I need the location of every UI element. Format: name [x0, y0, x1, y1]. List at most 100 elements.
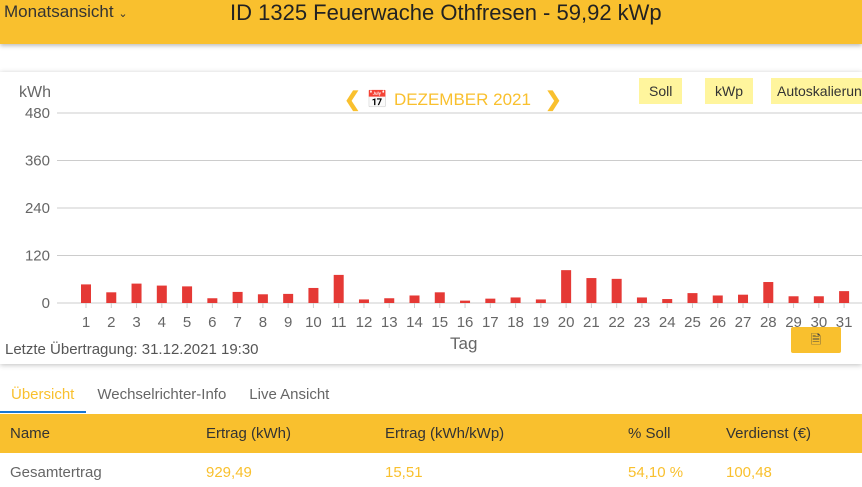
bar — [257, 294, 268, 303]
bar-chart: 0 120 240 360 480 1 2 3 4 5 6 7 8 9 10 11 12 13 14 15 16 17 18… — [25, 105, 862, 331]
bar — [611, 278, 622, 303]
tab-live-ansicht[interactable]: Live Ansicht — [249, 386, 330, 403]
bar — [687, 293, 698, 303]
x-tick-label: 5 — [183, 314, 191, 331]
bar — [207, 298, 218, 303]
x-tick-label: 31 — [836, 314, 853, 331]
x-tick-label: 26 — [709, 314, 726, 331]
bar — [839, 291, 850, 303]
calendar-icon[interactable]: 📅 — [366, 89, 388, 109]
bar — [81, 284, 91, 303]
view-select-label: Monatsansicht — [4, 2, 114, 21]
bar — [460, 300, 471, 303]
bar — [738, 294, 749, 303]
bar — [662, 299, 673, 303]
x-tick-label: 1 — [82, 314, 90, 331]
x-tick-label: 3 — [132, 314, 140, 331]
last-transfer: Letzte Übertragung: 31.12.2021 19:30 — [5, 341, 259, 358]
bar — [561, 270, 572, 303]
export-button[interactable]: 🗎 — [791, 327, 841, 353]
x-tick-label: 11 — [331, 314, 347, 331]
y-tick-label: 480 — [25, 105, 50, 122]
x-tick-label: 19 — [533, 314, 550, 331]
table-header: Name Ertrag (kWh) Ertrag (kWh/kWp) % Sol… — [0, 414, 862, 453]
x-tick-label: 28 — [760, 314, 777, 331]
x-tick-label: 14 — [406, 314, 423, 331]
bar — [409, 295, 420, 303]
cell-ertrag: 929,49 — [206, 464, 252, 481]
table-row: Gesamtertrag 929,49 15,51 54,10 % 100,48 — [0, 453, 862, 487]
tab-wechselrichter-info[interactable]: Wechselrichter-Info — [97, 386, 227, 403]
bar — [763, 282, 774, 303]
soll-button[interactable]: Soll — [639, 78, 683, 104]
y-tick-label: 240 — [25, 200, 50, 217]
bar — [636, 297, 647, 303]
bar — [813, 296, 824, 303]
y-axis-unit: kWh — [19, 84, 51, 101]
x-tick-label: 16 — [457, 314, 474, 331]
cell-soll: 54,10 % — [628, 464, 684, 481]
tab-uebersicht[interactable]: Übersicht — [0, 380, 87, 413]
bar — [283, 293, 294, 303]
x-tick-label: 4 — [158, 314, 166, 331]
x-tick-label: 8 — [259, 314, 267, 331]
chart-card — [0, 72, 862, 364]
x-tick-label: 27 — [735, 314, 752, 331]
bar — [156, 285, 167, 303]
bar — [333, 274, 344, 303]
col-ertrag-kwp: Ertrag (kWh/kWp) — [385, 425, 505, 442]
bar — [131, 283, 142, 303]
x-tick-label: 30 — [810, 314, 827, 331]
x-tick-label: 6 — [208, 314, 216, 331]
bar — [232, 291, 243, 303]
autoscale-button[interactable]: Autoskalierung — [771, 78, 862, 104]
bar — [182, 286, 193, 303]
x-tick-label: 17 — [482, 314, 499, 331]
x-tick-label: 24 — [659, 314, 676, 331]
header: Monatsansicht ⌄ ID 1325 Feuerwache Othfr… — [0, 0, 862, 44]
col-ertrag: Ertrag (kWh) — [206, 425, 292, 442]
x-tick-label: 13 — [381, 314, 398, 331]
cell-name: Gesamtertrag — [10, 464, 102, 481]
next-month-icon[interactable]: ❯ — [544, 89, 562, 111]
prev-month-icon[interactable]: ❮ — [344, 89, 361, 111]
x-tick-label: 10 — [305, 314, 322, 331]
file-export-icon: 🗎 — [810, 332, 822, 347]
x-tick-label: 23 — [634, 314, 651, 331]
bar — [712, 295, 723, 303]
view-select[interactable]: Monatsansicht ⌄ — [4, 2, 128, 22]
x-tick-label: 7 — [233, 314, 241, 331]
bar — [510, 297, 521, 303]
bar — [384, 298, 395, 303]
col-name: Name — [10, 425, 51, 442]
bar — [106, 292, 117, 303]
kwp-button[interactable]: kWp — [705, 78, 753, 104]
y-tick-label: 0 — [42, 295, 50, 312]
x-tick-label: 12 — [356, 314, 373, 331]
x-tick-label: 20 — [558, 314, 575, 331]
x-tick-label: 9 — [284, 314, 292, 331]
bar — [308, 287, 319, 303]
x-tick-label: 15 — [431, 314, 448, 331]
chevron-down-icon: ⌄ — [118, 8, 128, 20]
y-tick-label: 360 — [25, 153, 50, 170]
cell-verdienst: 100,48 — [726, 464, 772, 481]
bar — [586, 278, 597, 303]
x-tick-label: 29 — [785, 314, 802, 331]
x-tick-label: 22 — [608, 314, 625, 331]
col-verdienst: Verdienst (€) — [726, 425, 812, 442]
bar — [535, 299, 546, 303]
x-axis-label: Tag — [450, 334, 478, 353]
x-tick-label: 21 — [583, 314, 600, 331]
x-tick-label: 18 — [507, 314, 524, 331]
page-title: ID 1325 Feuerwache Othfresen - 59,92 kWp — [230, 0, 662, 25]
bar — [788, 296, 799, 303]
tabs: Übersicht Wechselrichter-Info Live Ansic… — [0, 380, 341, 413]
cell-ertrag-kwp: 15,51 — [385, 464, 423, 481]
y-tick-label: 120 — [25, 248, 50, 265]
month-nav: ❮ 📅 DEZEMBER 2021 ❯ — [344, 87, 562, 112]
x-tick-label: 25 — [684, 314, 701, 331]
month-label: DEZEMBER 2021 — [393, 89, 531, 109]
col-soll: % Soll — [628, 425, 671, 442]
bar — [358, 299, 369, 303]
